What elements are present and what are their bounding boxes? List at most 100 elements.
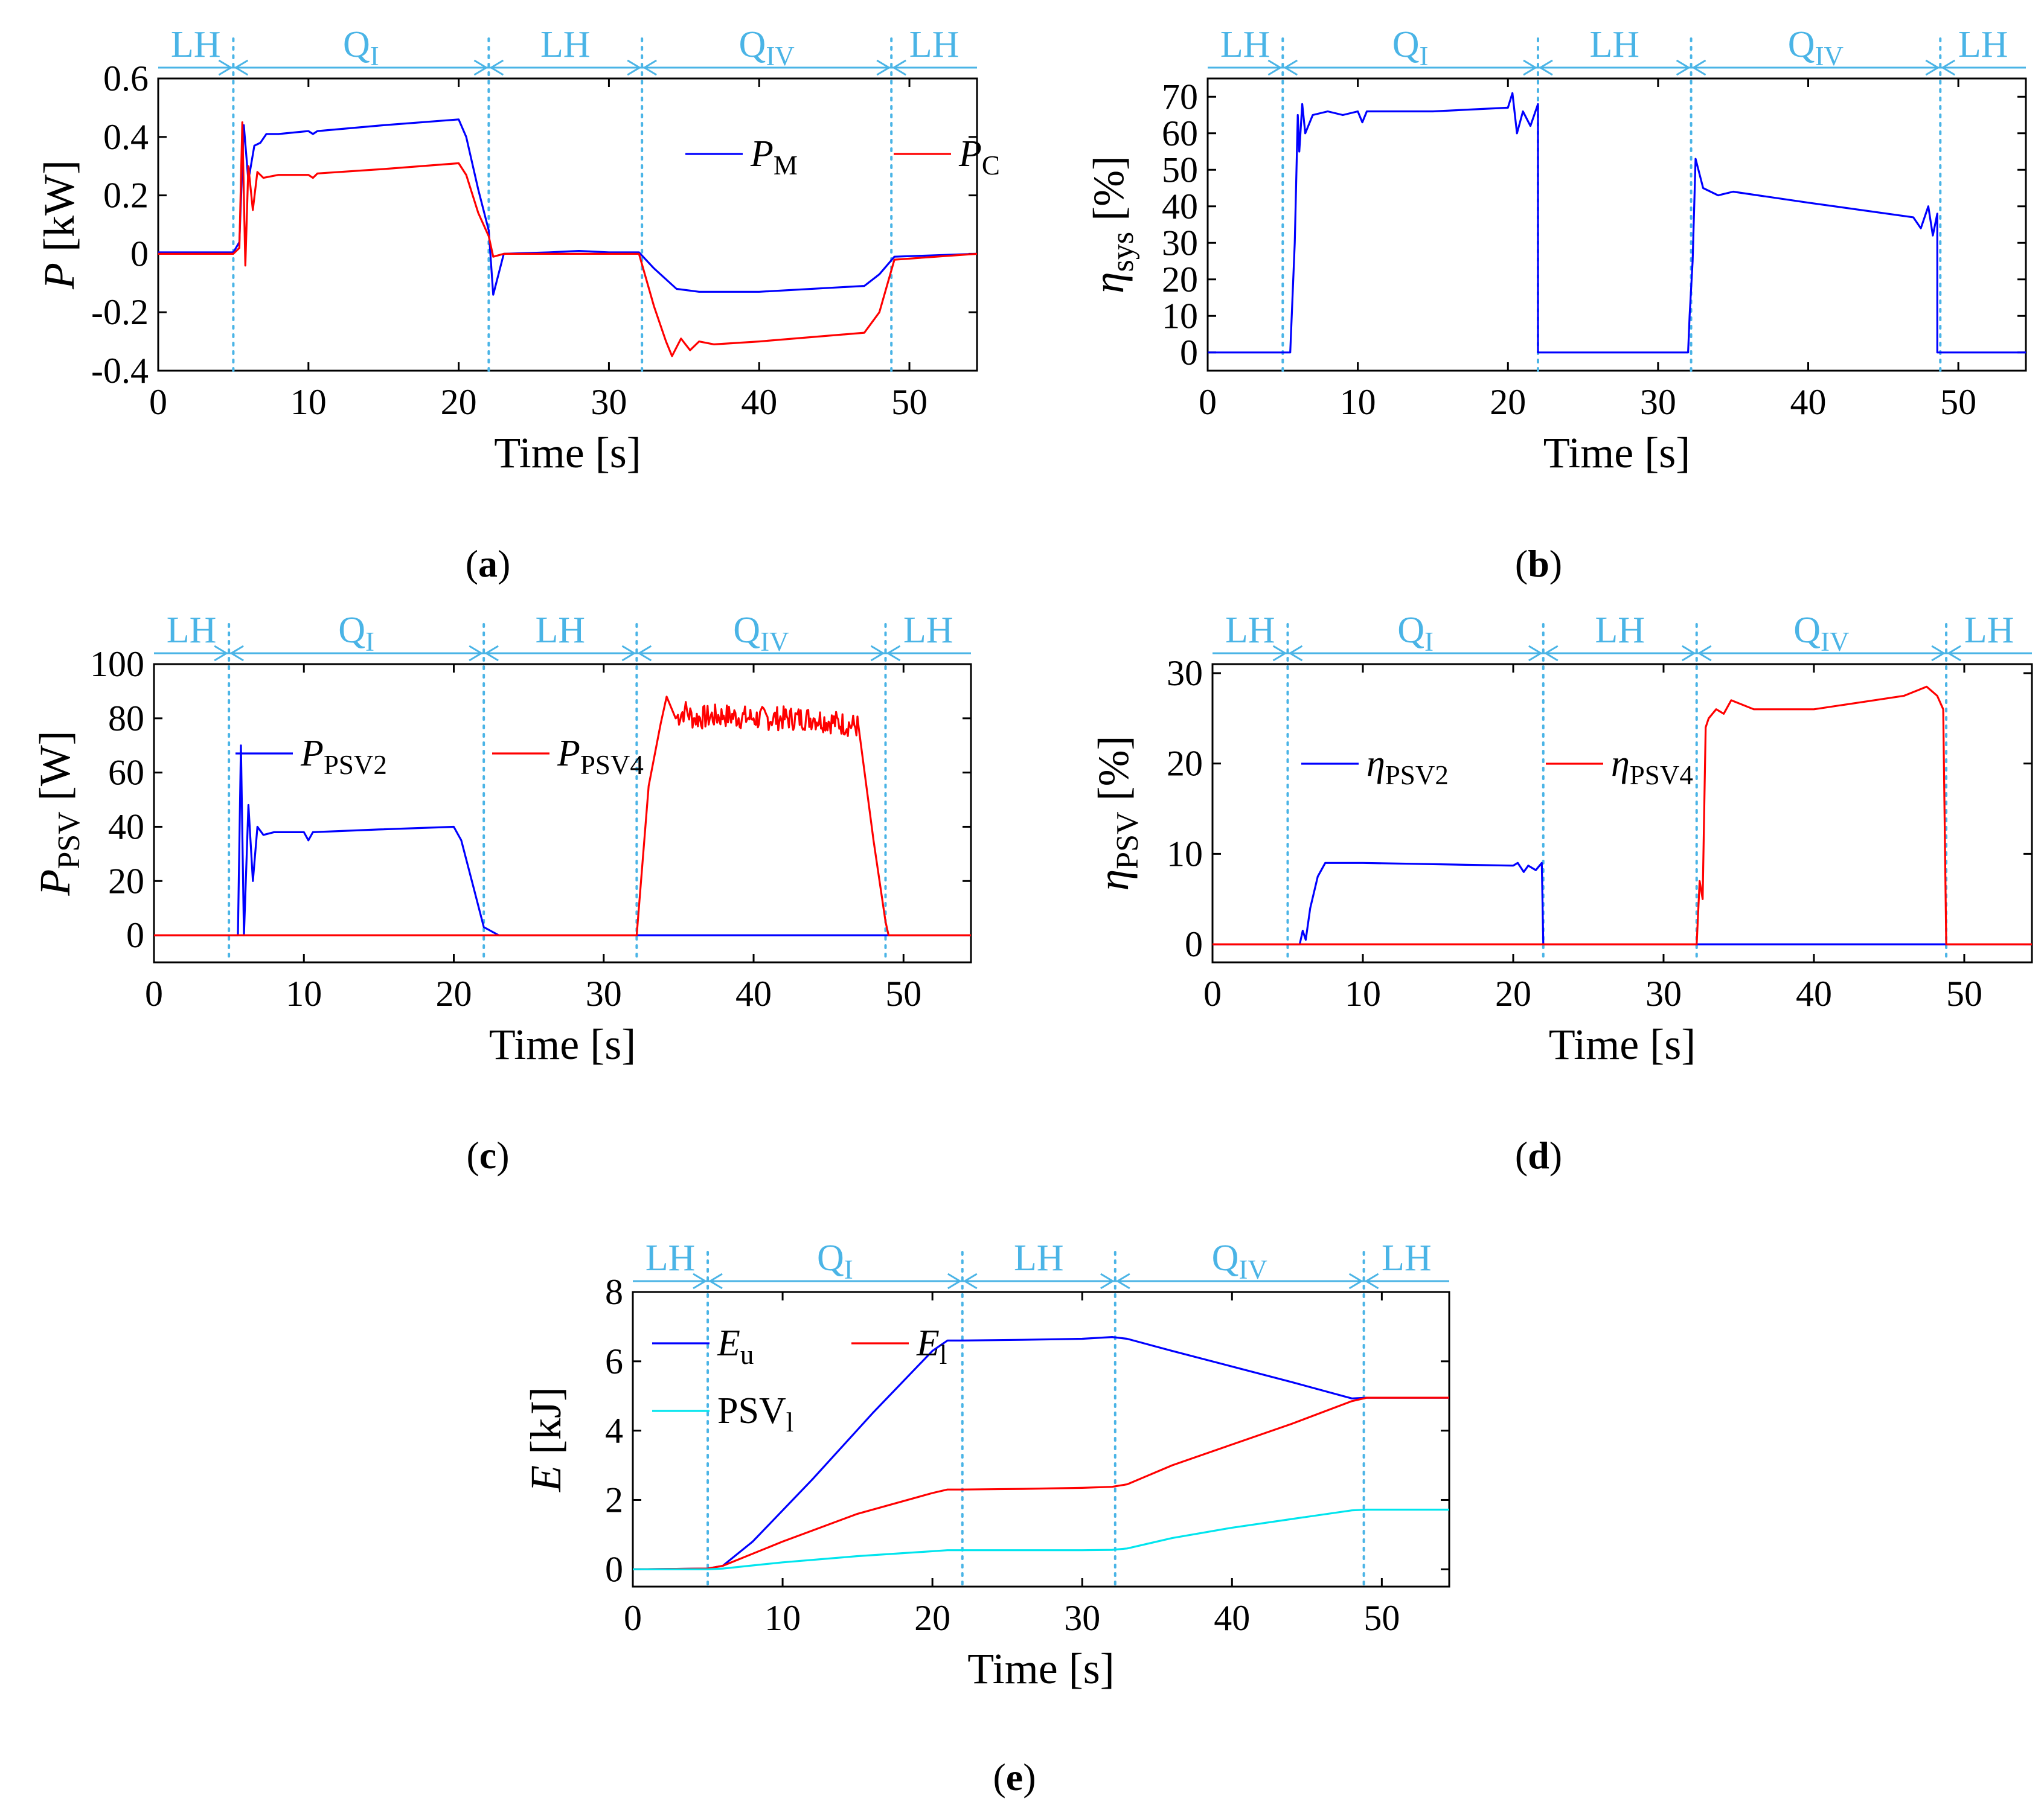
- y-tick-label: -0.4: [91, 351, 149, 391]
- phase-label: LH: [903, 610, 953, 651]
- y-tick-label: 8: [605, 1272, 623, 1312]
- series-line-main: [1208, 92, 2026, 354]
- x-tick-label: 10: [290, 382, 327, 422]
- phase-arrowhead-left: [1691, 59, 1706, 76]
- phase-label: LH: [646, 1238, 696, 1279]
- y-tick-label: 0: [605, 1549, 623, 1589]
- x-tick-label: 0: [624, 1598, 642, 1638]
- y-axis-label: P [kW]: [35, 160, 83, 290]
- phase-label: LH: [540, 24, 591, 65]
- phase-arrowhead-left: [484, 645, 499, 662]
- legend-label: ηPSV2: [1366, 743, 1449, 790]
- y-tick-label: 0: [130, 234, 149, 273]
- x-tick-label: 30: [1645, 974, 1682, 1014]
- x-tick-label: 0: [145, 974, 163, 1014]
- y-tick-label: 0.6: [103, 59, 149, 98]
- y-axis-label: ηPSV [%]: [1089, 735, 1145, 891]
- x-tick-label: 20: [1495, 974, 1531, 1014]
- phase-label: LH: [167, 610, 217, 651]
- series-line-l: [633, 1396, 1449, 1570]
- series-line-c: [158, 121, 977, 357]
- phase-arrowhead-right: [627, 59, 642, 76]
- x-tick-label: 50: [1363, 1598, 1400, 1638]
- phase-arrowhead-left: [1697, 645, 1712, 662]
- phase-arrowhead-left: [1115, 1273, 1130, 1290]
- x-axis-label: Time [s]: [1549, 1020, 1696, 1069]
- phase-arrowhead-right: [1348, 1273, 1363, 1290]
- x-tick-label: 40: [1796, 974, 1832, 1014]
- phase-arrowhead-right: [1925, 59, 1940, 76]
- x-tick-label: 10: [1340, 382, 1376, 422]
- phase-arrowhead-right: [621, 645, 636, 662]
- phase-label: LH: [1225, 610, 1275, 651]
- y-tick-label: 50: [1162, 150, 1198, 190]
- phase-arrowhead-right: [947, 1273, 962, 1290]
- phase-arrowhead-right: [1931, 645, 1946, 662]
- phase-arrowhead-left: [1543, 645, 1559, 662]
- phase-arrowhead-left: [1288, 645, 1303, 662]
- legend-label: El: [916, 1323, 947, 1370]
- phase-label: LH: [171, 24, 221, 65]
- phase-arrowhead-right: [1272, 645, 1287, 662]
- phase-arrowhead-left: [234, 59, 249, 76]
- x-axis-label: Time [s]: [967, 1645, 1114, 1693]
- plot-frame: [1206, 77, 2027, 372]
- phase-label: LH: [909, 24, 960, 65]
- phase-arrowhead-left: [963, 1273, 978, 1290]
- y-tick-label: 70: [1162, 77, 1198, 117]
- phase-arrowhead-left: [1941, 59, 1956, 76]
- y-tick-label: 0.2: [103, 176, 149, 216]
- x-tick-label: 50: [1940, 382, 1976, 422]
- y-tick-label: 2: [605, 1480, 623, 1520]
- y-tick-label: 0: [1185, 924, 1203, 964]
- phase-label: QIV: [1788, 24, 1844, 71]
- phase-label: QIV: [739, 24, 795, 71]
- phase-arrowhead-left: [892, 59, 906, 76]
- phase-label: QIV: [1212, 1238, 1267, 1285]
- phase-arrowhead-right: [870, 645, 885, 662]
- x-tick-label: 40: [1790, 382, 1826, 422]
- plot-frame: [157, 77, 978, 372]
- y-tick-label: -0.2: [91, 292, 149, 332]
- series-line-psv2: [1213, 862, 2032, 945]
- legend-label: PM: [750, 133, 798, 181]
- x-tick-label: 50: [1946, 974, 1982, 1014]
- phase-arrowhead-left: [489, 59, 504, 76]
- phase-arrowhead-right: [1528, 645, 1543, 662]
- phase-label: LH: [1220, 24, 1270, 65]
- phase-label: LH: [1382, 1238, 1432, 1279]
- series-line-psv4: [1213, 685, 2032, 945]
- plot-frame: [153, 663, 972, 964]
- chart-panel-b: LH QI LH QIV LH0 10 20 30 40 50010203040506070Tim…: [1084, 24, 2027, 585]
- phase-arrowhead-left: [708, 1273, 723, 1290]
- phase-arrowhead-right: [693, 1273, 707, 1290]
- x-axis-label: Time [s]: [1543, 429, 1690, 477]
- x-tick-label: 20: [1490, 382, 1526, 422]
- x-tick-label: 30: [586, 974, 622, 1014]
- phase-arrowhead-left: [642, 59, 657, 76]
- legend-label: PPSV2: [300, 733, 387, 780]
- phase-arrowhead-left: [1283, 59, 1298, 76]
- phase-arrowhead-right: [1676, 59, 1691, 76]
- phase-arrowhead-left: [1539, 59, 1553, 76]
- y-tick-label: 20: [108, 861, 144, 901]
- x-tick-label: 40: [735, 974, 772, 1014]
- y-tick-label: 80: [108, 699, 144, 738]
- chart-panel-d: LH QI LH QIV LH 0 10 20 30 40 50 0 10 20 30 Time [s] ηPS…: [1089, 610, 2033, 1177]
- phase-arrowhead-right: [218, 59, 233, 76]
- series-line-m: [158, 118, 977, 296]
- phase-arrowhead-right: [469, 645, 484, 662]
- x-tick-label: 20: [436, 974, 472, 1014]
- phase-arrowhead-right: [1100, 1273, 1115, 1290]
- phase-arrowhead-left: [886, 645, 901, 662]
- x-tick-label: 10: [286, 974, 322, 1014]
- y-tick-label: 4: [605, 1411, 623, 1451]
- y-tick-label: 10: [1162, 296, 1198, 336]
- phase-arrowhead-right: [876, 59, 891, 76]
- phase-arrowhead-left: [229, 645, 244, 662]
- panel-caption: (c): [466, 1134, 509, 1177]
- x-tick-label: 40: [741, 382, 777, 422]
- plot-frame: [632, 1291, 1450, 1588]
